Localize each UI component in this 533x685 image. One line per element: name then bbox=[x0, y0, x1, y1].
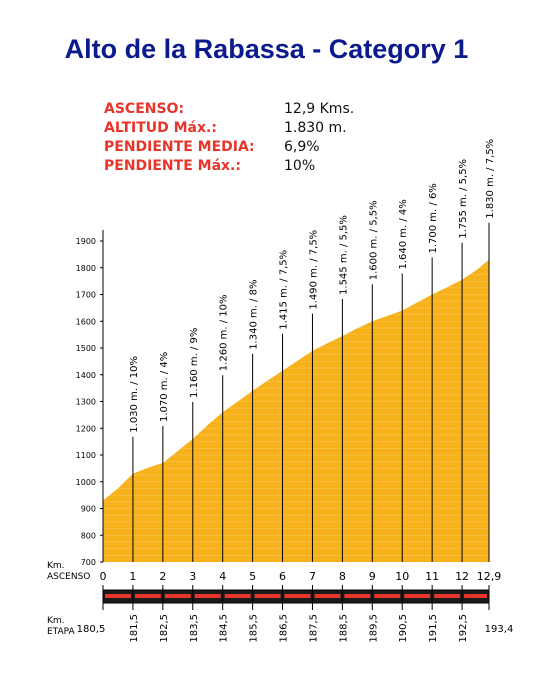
bar-stripe bbox=[194, 594, 221, 598]
x-tick-label: 6 bbox=[279, 570, 286, 583]
marker-label: 1.490 m. / 7,5% bbox=[308, 230, 319, 310]
etapa-label: 190,5 bbox=[398, 614, 409, 643]
etapa-label: 191,5 bbox=[428, 614, 439, 643]
y-tick-label: 1800 bbox=[76, 264, 96, 273]
etapa-label: 182,5 bbox=[159, 614, 170, 643]
etapa-labels-layer: Km.ETAPA 180,5 181,5 182,5 183,5 184,5 185,5 18… bbox=[47, 614, 513, 643]
y-tick-label: 900 bbox=[81, 505, 96, 514]
distance-bar bbox=[102, 585, 490, 610]
stat-pendiente-max: PENDIENTE Máx.: 10% bbox=[104, 157, 354, 176]
x-tick-label: 8 bbox=[339, 570, 346, 583]
bar-stripe bbox=[374, 594, 401, 598]
bar-stripe bbox=[105, 594, 131, 598]
etapa-label: 192,5 bbox=[458, 614, 469, 643]
y-tick-label: 1300 bbox=[76, 398, 96, 407]
etapa-label: 193,4 bbox=[485, 624, 514, 635]
x-tick-label: 11 bbox=[425, 570, 439, 583]
x-tick-label: 2 bbox=[159, 570, 166, 583]
stat-label: ALTITUD Máx.: bbox=[104, 120, 217, 136]
y-tick-label: 1200 bbox=[76, 424, 96, 433]
bar-stripe bbox=[314, 594, 341, 598]
bar-stripe bbox=[464, 594, 487, 598]
x-tick-label: 0 bbox=[100, 570, 107, 583]
y-tick-label: 1500 bbox=[76, 344, 96, 353]
stat-ascenso: ASCENSO: 12,9 Kms. bbox=[104, 100, 354, 119]
x-tick-label: 12,9 bbox=[477, 570, 502, 583]
axis-layer: 700 800 900 1000 1100 1200 1300 1400 1500 1600 170… bbox=[76, 230, 104, 567]
etapa-row-label-top: Km. bbox=[47, 616, 65, 626]
bar-stripe bbox=[164, 594, 191, 598]
etapa-label: 186,5 bbox=[279, 614, 290, 643]
marker-label: 1.700 m. / 6% bbox=[428, 183, 439, 253]
etapa-label: 180,5 bbox=[77, 624, 106, 635]
marker-label: 1.030 m. / 10% bbox=[129, 356, 140, 433]
marker-label: 1.340 m. / 8% bbox=[249, 279, 260, 349]
ascenso-row-label-bottom: ASCENSO bbox=[47, 572, 90, 582]
marker-label: 1.260 m. / 10% bbox=[219, 295, 230, 372]
marker-label: 1.160 m. / 9% bbox=[189, 328, 200, 398]
x-tick-label: 10 bbox=[395, 570, 409, 583]
profile-layer bbox=[103, 259, 489, 562]
y-tick-label: 1000 bbox=[76, 478, 96, 487]
x-tick-label: 5 bbox=[249, 570, 256, 583]
bar-stripe bbox=[224, 594, 251, 598]
x-tick-label: 9 bbox=[369, 570, 376, 583]
x-tick-label: 12 bbox=[455, 570, 469, 583]
marker-label: 1.755 m. / 5,5% bbox=[458, 159, 469, 239]
stat-value: 6,9% bbox=[284, 139, 320, 155]
etapa-label: 183,5 bbox=[189, 614, 200, 643]
bar-stripe bbox=[284, 594, 311, 598]
bar-stripe bbox=[344, 594, 371, 598]
stat-value: 10% bbox=[284, 158, 316, 174]
stat-value: 1.830 m. bbox=[284, 120, 347, 136]
marker-label: 1.070 m. / 4% bbox=[159, 352, 170, 422]
y-tick-label: 1600 bbox=[76, 317, 96, 326]
marker-label: 1.545 m. / 5,5% bbox=[338, 215, 349, 295]
profile-area bbox=[103, 259, 489, 562]
etapa-label: 188,5 bbox=[338, 614, 349, 643]
marker-label: 1.415 m. / 7,5% bbox=[279, 250, 290, 330]
markers-layer: 1.030 m. / 10% 1.070 m. / 4% 1.160 m. / 9%… bbox=[129, 139, 496, 562]
stat-altitud-max: ALTITUD Máx.: 1.830 m. bbox=[104, 119, 354, 138]
y-tick-label: 800 bbox=[81, 531, 96, 540]
ascenso-row-label-top: Km. bbox=[47, 561, 65, 571]
x-labels-layer: Km.ASCENSO 0 1 2 3 4 5 6 7 8 9 10 11 12 12,9 bbox=[47, 561, 501, 583]
etapa-label: 189,5 bbox=[368, 614, 379, 643]
bar-stripe bbox=[134, 594, 161, 598]
etapa-label: 187,5 bbox=[308, 614, 319, 643]
y-tick-label: 700 bbox=[81, 558, 96, 567]
marker-label: 1.600 m. / 5,5% bbox=[368, 200, 379, 280]
x-tick-label: 3 bbox=[189, 570, 196, 583]
y-tick-label: 1700 bbox=[76, 291, 96, 300]
stat-label: ASCENSO: bbox=[104, 101, 185, 117]
climb-stats: ASCENSO: 12,9 Kms. ALTITUD Máx.: 1.830 m. … bbox=[104, 100, 354, 176]
page-title: Alto de la Rabassa - Category 1 bbox=[64, 34, 469, 64]
bar-stripe bbox=[254, 594, 281, 598]
stat-label: PENDIENTE MEDIA: bbox=[104, 139, 255, 155]
marker-label: 1.640 m. / 4% bbox=[398, 199, 409, 269]
etapa-label: 185,5 bbox=[249, 614, 260, 643]
bar-stripe bbox=[434, 594, 461, 598]
etapa-label: 184,5 bbox=[219, 614, 230, 643]
bar-stripe bbox=[404, 594, 431, 598]
etapa-label: 181,5 bbox=[129, 614, 140, 643]
y-tick-label: 1900 bbox=[76, 237, 96, 246]
etapa-row-label-bottom: ETAPA bbox=[47, 627, 75, 637]
x-tick-label: 4 bbox=[219, 570, 226, 583]
grid-layer bbox=[103, 247, 489, 556]
x-tick-label: 7 bbox=[309, 570, 316, 583]
stat-value: 12,9 Kms. bbox=[284, 101, 355, 117]
y-tick-label: 1100 bbox=[76, 451, 96, 460]
x-tick-label: 1 bbox=[129, 570, 136, 583]
y-tick-label: 1400 bbox=[76, 371, 96, 380]
stat-label: PENDIENTE Máx.: bbox=[104, 158, 241, 174]
stat-pendiente-media: PENDIENTE MEDIA: 6,9% bbox=[104, 138, 354, 157]
marker-label: 1.830 m. / 7,5% bbox=[485, 139, 496, 219]
